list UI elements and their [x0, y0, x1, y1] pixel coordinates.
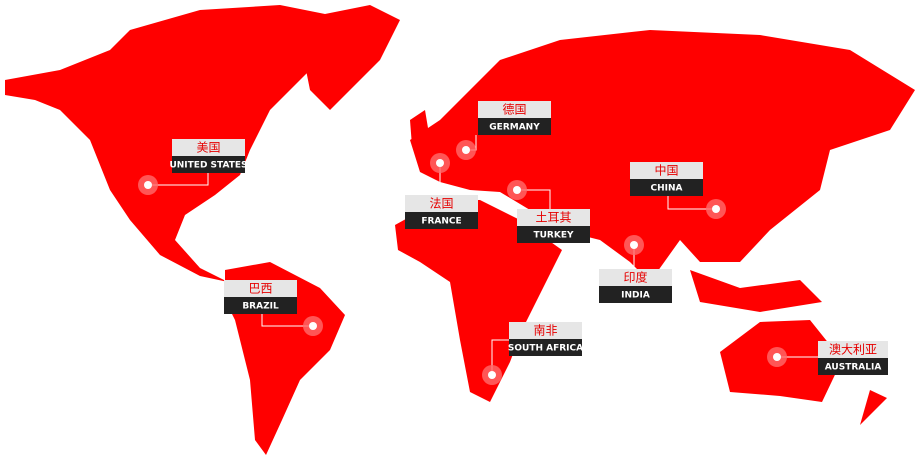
label-top — [172, 139, 245, 156]
label-bottom — [478, 118, 551, 135]
marker: 德国 GERMANY — [456, 101, 551, 160]
country-name-cn: 德国 — [502, 102, 526, 117]
marker: 澳大利亚 AUSTRALIA — [767, 341, 888, 375]
marker: 中国 CHINA — [630, 162, 726, 219]
country-name-en: CHINA — [651, 184, 683, 194]
marker-dot — [513, 186, 521, 194]
label-bottom — [172, 156, 245, 173]
north-america — [5, 5, 330, 282]
country-name-en: GERMANY — [489, 123, 540, 133]
label-bottom — [517, 226, 590, 243]
marker-dot — [309, 322, 317, 330]
marker-dot — [436, 159, 444, 167]
label-bottom — [599, 286, 672, 303]
country-name-en: UNITED STATES — [169, 161, 247, 171]
label-top — [224, 280, 297, 297]
label-bottom — [224, 297, 297, 314]
marker: 土耳其 TURKEY — [507, 180, 590, 243]
label-top — [509, 322, 582, 339]
country-name-en: INDIA — [621, 291, 650, 301]
country-name-en: AUSTRALIA — [825, 363, 882, 373]
marker-dot — [712, 205, 720, 213]
label-bottom — [509, 339, 582, 356]
connector — [261, 314, 313, 327]
greenland — [300, 5, 400, 110]
marker-dot — [630, 241, 638, 249]
marker-dot — [488, 371, 496, 379]
marker-dot — [144, 181, 152, 189]
connector — [667, 196, 716, 210]
label-top — [818, 341, 888, 358]
africa — [395, 200, 562, 402]
label-top — [599, 269, 672, 286]
marker: 印度 INDIA — [599, 235, 672, 303]
country-name-cn: 美国 — [196, 141, 220, 155]
country-name-cn: 法国 — [429, 197, 453, 211]
connector — [148, 173, 209, 186]
country-name-en: BRAZIL — [242, 302, 279, 312]
markers: 美国 UNITED STATES 德国 GERMANY 法国 FRANCE 土耳其 TURKE… — [138, 101, 888, 385]
country-name-cn: 澳大利亚 — [829, 343, 877, 357]
marker: 法国 FRANCE — [405, 153, 478, 229]
marker: 巴西 BRAZIL — [224, 280, 323, 336]
marker-dot — [462, 146, 470, 154]
continents — [5, 5, 915, 455]
country-name-en: FRANCE — [421, 217, 461, 227]
country-name-cn: 印度 — [623, 270, 647, 285]
country-name-cn: 巴西 — [248, 282, 272, 296]
label-top — [405, 195, 478, 212]
new-zealand — [860, 390, 887, 425]
southeast-asia — [690, 270, 822, 312]
label-top — [478, 101, 551, 118]
country-name-cn: 南非 — [533, 323, 557, 338]
country-name-en: TURKEY — [533, 231, 573, 241]
connector — [491, 339, 509, 375]
country-name-en: SOUTH AFRICA — [508, 344, 583, 354]
connector — [517, 189, 551, 209]
eurasia — [410, 30, 915, 282]
britain — [410, 110, 430, 146]
label-bottom — [818, 358, 888, 375]
label-top — [630, 162, 703, 179]
label-bottom — [405, 212, 478, 229]
label-bottom — [630, 179, 703, 196]
marker: 美国 UNITED STATES — [138, 139, 248, 195]
marker-dot — [773, 353, 781, 361]
japan — [770, 128, 792, 186]
label-top — [517, 209, 590, 226]
marker: 南非 SOUTH AFRICA — [482, 322, 583, 385]
country-name-cn: 土耳其 — [535, 211, 571, 225]
country-name-cn: 中国 — [654, 163, 678, 178]
